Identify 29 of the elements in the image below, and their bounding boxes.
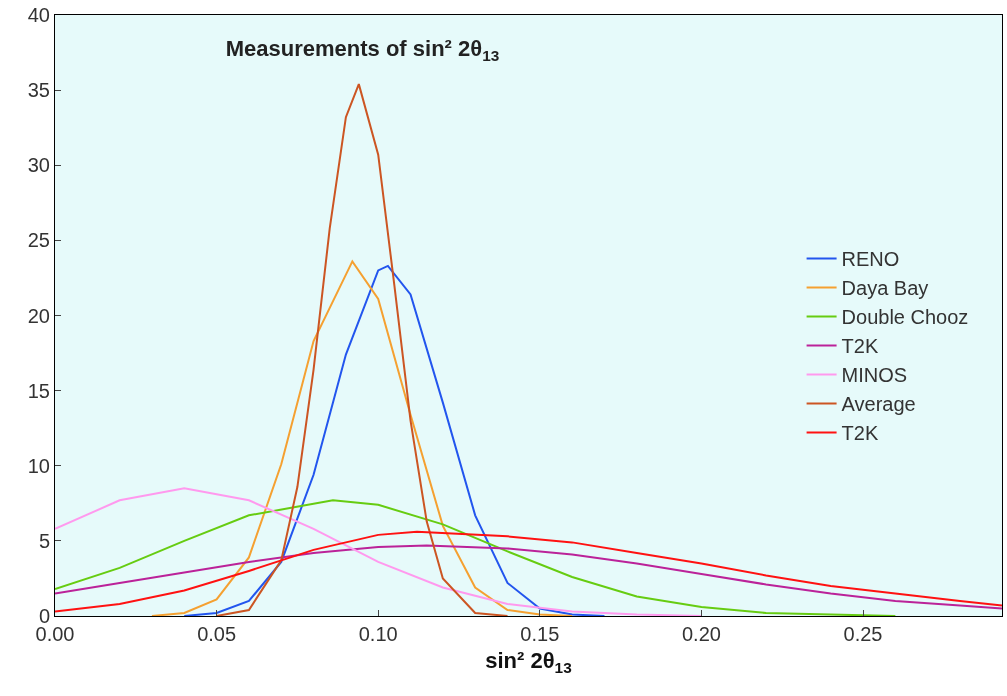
x-axis-title: sin² 2θ$_{13}$	[485, 647, 572, 676]
x-tick-label: 0.25	[843, 623, 883, 645]
line-series	[215, 83, 509, 616]
y-tick-label: 35	[27, 79, 50, 102]
y-tick-label: 25	[27, 229, 50, 252]
line-series	[55, 544, 1002, 610]
line-series	[55, 487, 703, 616]
legend-label: Average	[841, 393, 916, 416]
legend-label: Daya Bay	[841, 277, 929, 300]
line-series	[55, 530, 1002, 613]
x-tick-label: 0.05	[197, 623, 237, 645]
y-tick-label: 20	[27, 304, 50, 327]
legend-label: T2K	[841, 335, 879, 358]
text: Measurements of sin² 2θ$_{13}$	[225, 36, 500, 65]
x-tick-label: 0.10	[358, 623, 398, 645]
legend-label: MINOS	[841, 364, 908, 387]
line-series	[183, 264, 606, 616]
line-series	[150, 260, 574, 616]
y-tick-label: 40	[27, 4, 50, 26]
y-tick-label: 30	[27, 154, 50, 177]
x-tick-label: 0.20	[681, 623, 721, 645]
legend-label: Double Chooz	[841, 306, 969, 329]
y-tick-label: 10	[27, 454, 50, 477]
x-tick-label: 0.15	[520, 623, 560, 645]
y-tick-label: 5	[38, 529, 50, 552]
y-tick-label: 15	[27, 379, 50, 402]
legend-label: RENO	[841, 248, 900, 271]
line-series	[55, 499, 897, 616]
legend-label: T2K	[841, 422, 879, 445]
